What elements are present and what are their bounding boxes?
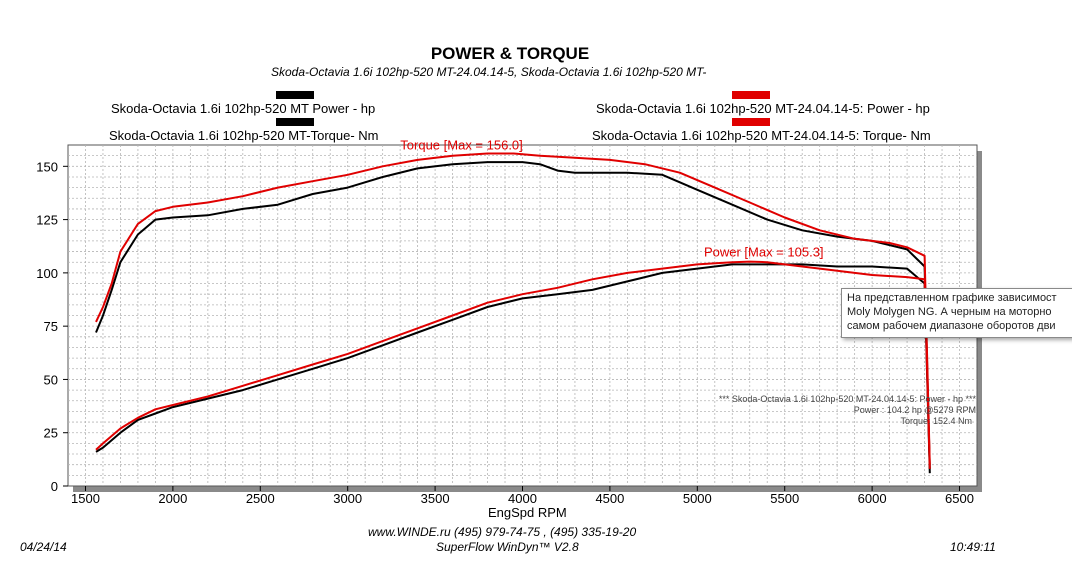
footer-date: 04/24/14 xyxy=(20,540,67,554)
tooltip-line-3: самом рабочем диапазоне оборотов дви xyxy=(847,320,1056,332)
footer-time: 10:49:11 xyxy=(950,540,996,554)
x-tick-label: 4500 xyxy=(595,491,624,506)
y-tick-label: 125 xyxy=(36,213,58,228)
annotation-torque-max: Torque [Max = 156.0] xyxy=(400,138,523,153)
y-tick-label: 75 xyxy=(44,319,58,334)
x-tick-label: 2000 xyxy=(158,491,187,506)
x-tick-label: 4000 xyxy=(508,491,537,506)
y-tick-label: 150 xyxy=(36,159,58,174)
y-tick-label: 50 xyxy=(44,372,58,387)
legend-swatch-right-torque xyxy=(732,118,770,126)
legend-swatch-left-power xyxy=(276,91,314,99)
series-line-1 xyxy=(95,263,931,474)
x-tick-label: 3500 xyxy=(421,491,450,506)
x-tick-label: 5000 xyxy=(683,491,712,506)
y-tick-label: 100 xyxy=(36,266,58,281)
x-tick-label: 6500 xyxy=(945,491,974,506)
tooltip-line-2: Moly Molygen NG. А черным на моторно xyxy=(847,306,1052,318)
info-line-3: Torque: 152.4 Nm xyxy=(900,416,972,426)
x-tick-label: 1500 xyxy=(71,491,100,506)
x-tick-label: 2500 xyxy=(246,491,275,506)
info-line-2: Power : 104.2 hp @5279 RPM xyxy=(853,405,976,415)
legend-left-power: Skoda-Octavia 1.6i 102hp-520 MT Power - … xyxy=(111,101,376,116)
x-tick-label: 5500 xyxy=(770,491,799,506)
y-tick-label: 0 xyxy=(51,479,58,494)
x-tick-label: 6000 xyxy=(858,491,887,506)
tooltip: На представленном графике зависимост Mol… xyxy=(841,288,1072,338)
series-line-3 xyxy=(95,260,931,469)
y-tick-label: 25 xyxy=(44,426,58,441)
x-tick-label: 3000 xyxy=(333,491,362,506)
footer-software: SuperFlow WinDyn™ V2.8 xyxy=(436,540,579,554)
legend-left-torque: Skoda-Octavia 1.6i 102hp-520 MT-Torque- … xyxy=(109,128,379,143)
series-line-2 xyxy=(95,161,931,469)
chart-title: POWER & TORQUE xyxy=(430,44,590,63)
info-line-1: *** Skoda-Octavia 1.6i 102hp-520 MT-24.0… xyxy=(718,394,976,404)
chart-subtitle: Skoda-Octavia 1.6i 102hp-520 MT-24.04.14… xyxy=(271,65,707,79)
annotation-power-max: Power [Max = 105.3] xyxy=(704,245,824,260)
legend-swatch-left-torque xyxy=(276,118,314,126)
grid xyxy=(68,145,977,486)
tooltip-line-1: На представленном графике зависимост xyxy=(847,292,1057,304)
series-line-4 xyxy=(95,152,931,465)
legend-right-torque: Skoda-Octavia 1.6i 102hp-520 MT-24.04.14… xyxy=(592,128,931,143)
footer-website[interactable]: www.WINDE.ru (495) 979-74-75 , (495) 335… xyxy=(368,525,637,539)
legend-swatch-right-power xyxy=(732,91,770,99)
legend-right-power: Skoda-Octavia 1.6i 102hp-520 MT-24.04.14… xyxy=(596,101,930,116)
x-axis-label: EngSpd RPM xyxy=(488,505,567,520)
